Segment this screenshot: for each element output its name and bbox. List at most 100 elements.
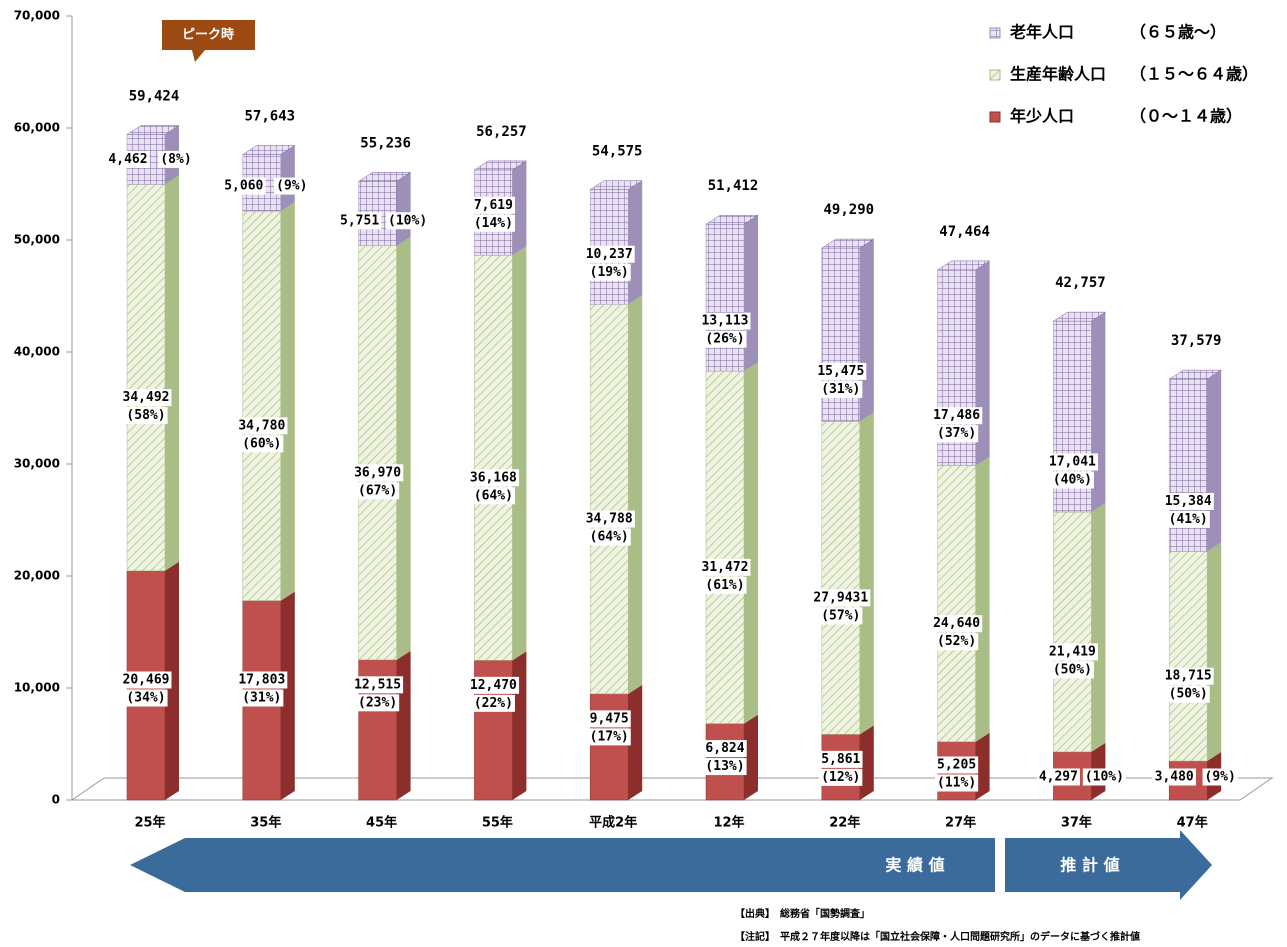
data-label: 20,469 <box>123 673 170 688</box>
callout: ピーク時 <box>162 20 255 62</box>
data-label: (57%) <box>821 608 860 623</box>
data-label: (12%) <box>821 770 860 785</box>
bar-segment <box>937 465 976 742</box>
data-label: 4,462 <box>108 152 147 167</box>
legend-range: （６５歳～） <box>1130 23 1226 42</box>
y-tick-label: 40,000 <box>14 345 60 359</box>
y-tick-label: 10,000 <box>14 681 60 695</box>
data-label: 12,470 <box>470 678 517 693</box>
label-bg <box>236 417 288 435</box>
arrow-actual <box>130 838 995 892</box>
bar-segment <box>589 693 629 801</box>
bar-side <box>744 714 758 800</box>
bar-segment <box>474 255 513 661</box>
data-label: 34,780 <box>238 418 285 433</box>
x-tick-label: 45年 <box>366 815 397 831</box>
label-bg <box>935 774 979 792</box>
x-tick-label: 平成2年 <box>589 815 637 831</box>
data-label: (8%) <box>160 152 191 167</box>
data-label: (52%) <box>937 634 976 649</box>
data-label: (50%) <box>1053 662 1092 677</box>
bar-side <box>512 160 527 256</box>
label-bg <box>1166 685 1210 703</box>
bar-side <box>396 172 411 246</box>
label-bg <box>703 758 747 776</box>
data-label: (50%) <box>1169 687 1208 702</box>
label-bg <box>356 694 400 712</box>
bar-top <box>357 172 412 182</box>
data-label: 6,824 <box>705 741 744 756</box>
data-label: (61%) <box>705 578 744 593</box>
total-label: 37,579 <box>1171 333 1222 349</box>
data-label: (41%) <box>1169 512 1208 527</box>
bar-segment <box>242 210 282 601</box>
label-bg <box>587 528 631 546</box>
label-bg <box>222 177 266 195</box>
data-label: (9%) <box>1205 770 1236 785</box>
data-label: 5,205 <box>937 758 976 773</box>
data-label: 15,475 <box>817 364 864 379</box>
label-bg <box>811 589 871 607</box>
label-bg <box>1046 453 1099 471</box>
data-label: 34,492 <box>123 390 170 405</box>
bar-side <box>628 180 643 305</box>
label-bg <box>124 407 168 425</box>
data-label: 5,060 <box>224 179 263 194</box>
label-bg <box>583 510 635 528</box>
bar-top <box>473 160 528 171</box>
bar-top <box>705 214 759 225</box>
data-label: 17,041 <box>1049 454 1096 469</box>
data-label: (17%) <box>590 729 629 744</box>
bar-side <box>628 684 643 800</box>
legend-swatch <box>989 69 1001 81</box>
label-bg <box>587 263 631 281</box>
label-bg <box>471 196 515 214</box>
data-label: (31%) <box>821 382 860 397</box>
bar-side <box>744 362 758 724</box>
label-bg <box>106 150 150 168</box>
data-label: 36,970 <box>354 465 401 480</box>
label-bg <box>819 607 863 625</box>
bar-segment <box>1053 511 1092 753</box>
bar-segment <box>821 421 861 735</box>
bar-side <box>628 295 643 694</box>
bar-side <box>512 651 527 800</box>
x-tick-label: 37年 <box>1061 815 1092 831</box>
label-bg <box>471 487 515 505</box>
bar-side <box>280 591 295 800</box>
bar-side <box>1091 502 1106 752</box>
period-label: 実 績 値 <box>885 856 944 875</box>
bar-segment <box>358 245 397 661</box>
bar-top <box>936 260 991 271</box>
label-bg <box>240 435 284 453</box>
data-label: 12,515 <box>354 677 401 692</box>
bar-top <box>820 238 875 249</box>
label-bg <box>935 756 979 774</box>
x-tick-label: 55年 <box>482 815 513 831</box>
data-label: (60%) <box>242 436 281 451</box>
label-bg <box>819 750 863 768</box>
legend-label: 老年人口 <box>1009 23 1074 42</box>
legend-label: 年少人口 <box>1010 107 1074 126</box>
total-label: 57,643 <box>245 108 296 124</box>
bar-side <box>396 650 411 800</box>
bar-segment <box>126 184 166 571</box>
label-bg <box>819 380 863 398</box>
label-bg <box>386 212 430 230</box>
total-label: 54,575 <box>592 144 643 160</box>
period-arrows: 実 績 値 推 計 値 <box>130 830 1212 900</box>
legend-swatch <box>989 111 1001 123</box>
label-bg <box>356 482 400 500</box>
bar-side <box>280 202 295 601</box>
y-tick-label: 30,000 <box>14 457 60 471</box>
data-label: (64%) <box>474 488 513 503</box>
label-bg <box>587 728 631 746</box>
label-bg <box>699 558 751 576</box>
label-bg <box>931 407 983 425</box>
data-label: 13,113 <box>702 314 749 329</box>
data-label: 34,788 <box>586 512 633 527</box>
label-bg <box>274 177 310 195</box>
bar-side <box>744 215 758 372</box>
data-label: 3,480 <box>1155 770 1194 785</box>
